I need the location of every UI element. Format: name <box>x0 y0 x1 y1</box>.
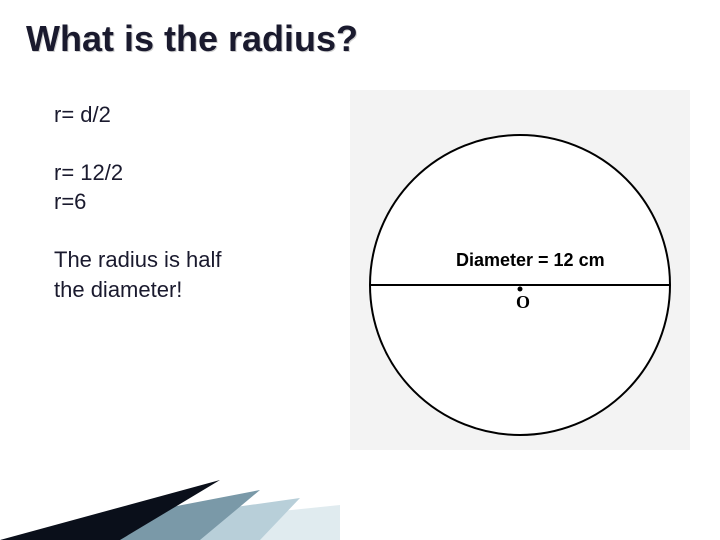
explanation-line-1: The radius is half <box>54 245 222 275</box>
result-line: r=6 <box>54 187 222 217</box>
corner-decoration <box>0 450 340 540</box>
circle-diagram: Diameter = 12 cm O <box>350 90 690 450</box>
solution-text: r= d/2 r= 12/2 r=6 The radius is half th… <box>54 100 222 304</box>
explanation-line-2: the diameter! <box>54 275 222 305</box>
diameter-label: Diameter = 12 cm <box>456 250 605 270</box>
formula-line: r= d/2 <box>54 100 222 130</box>
center-label: O <box>516 292 530 312</box>
center-dot <box>518 287 523 292</box>
page-title: What is the radius? <box>26 18 358 60</box>
substitution-line: r= 12/2 <box>54 158 222 188</box>
circle-svg: Diameter = 12 cm O <box>350 90 690 450</box>
